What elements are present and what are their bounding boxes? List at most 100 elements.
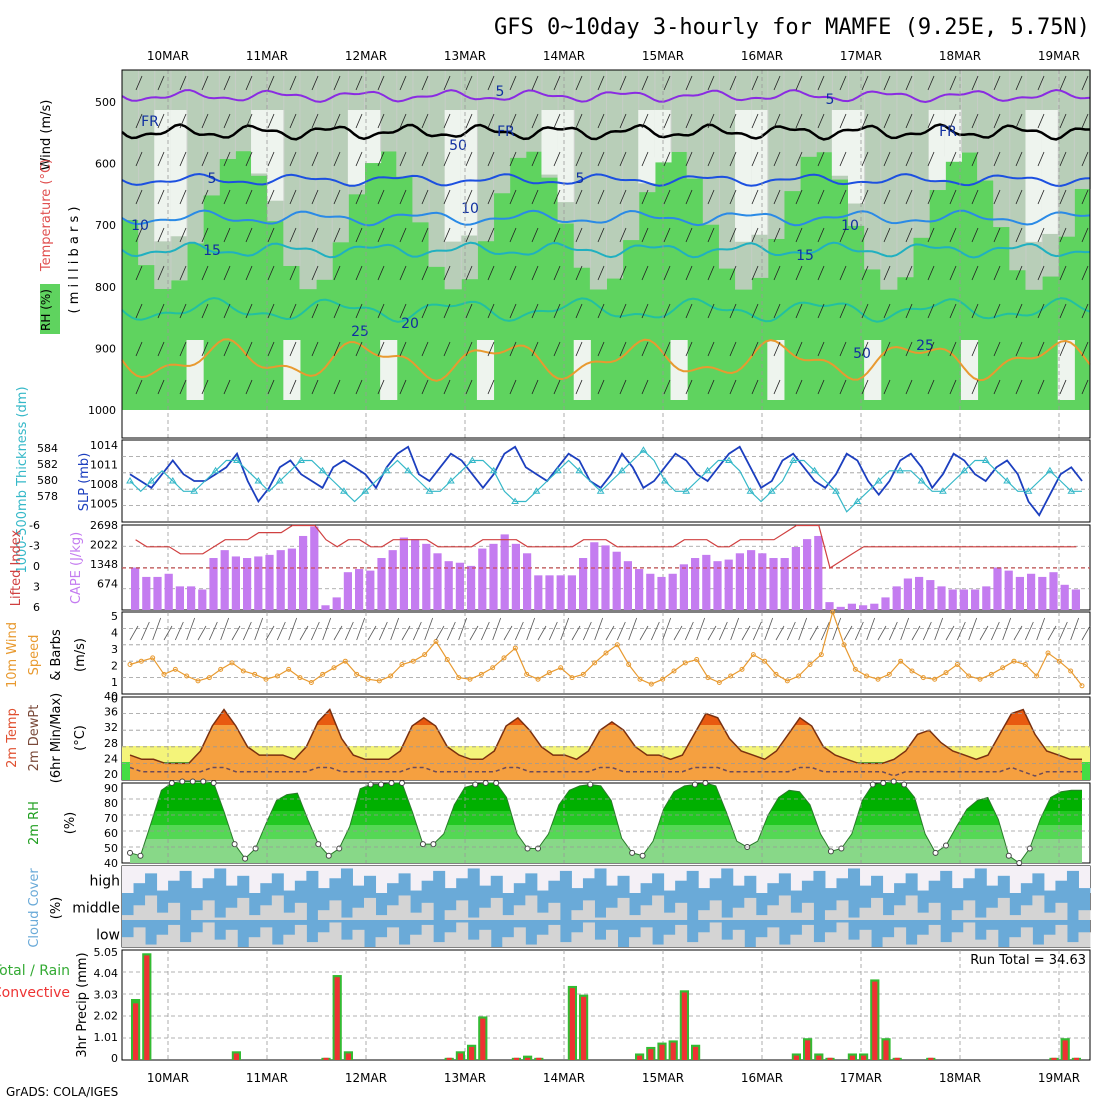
wind-barb <box>179 379 187 395</box>
wind-barb <box>685 189 693 205</box>
wind-speed-point <box>773 671 779 677</box>
wind-barb <box>135 75 143 91</box>
wind-barb <box>971 227 979 243</box>
surface-wind-barb <box>242 621 252 641</box>
wind-barb <box>465 151 473 167</box>
cape-bar <box>668 573 677 610</box>
cloud-bar <box>606 929 619 947</box>
precip-conv-bar <box>928 1057 934 1060</box>
surface-wind-barb <box>922 621 932 641</box>
slp-tick-label: 1011 <box>90 459 118 472</box>
surface-wind-barb <box>673 625 683 641</box>
precip-conv-bar <box>793 1055 799 1060</box>
rh-point <box>430 841 437 848</box>
cloud-bar <box>917 934 930 947</box>
surface-wind-barb <box>310 621 320 641</box>
cape-bar <box>959 589 968 610</box>
wind-barb <box>795 113 803 129</box>
surface-wind-barb <box>752 621 762 641</box>
rh-gray-region <box>1057 70 1075 237</box>
surface-wind-barb <box>888 621 898 641</box>
cape-bar <box>847 603 856 610</box>
cloud-bar <box>686 870 699 893</box>
wind-barb <box>641 341 649 357</box>
cloud-bar <box>168 924 181 947</box>
thickness-marker <box>767 487 776 494</box>
rh-point <box>493 780 500 786</box>
cloud-bar <box>790 890 803 893</box>
cloud-level-label: low <box>96 928 120 944</box>
wind-barb <box>883 75 891 91</box>
surface-wind-barb <box>877 625 887 641</box>
cape-bar <box>892 586 901 610</box>
cloud-bar <box>606 885 619 893</box>
cloud-bar <box>133 905 146 920</box>
cloud-bar <box>640 883 653 893</box>
surface-wind-barb <box>1058 621 1068 641</box>
cloud-bar <box>778 873 791 893</box>
wind-barb <box>905 75 913 91</box>
cloud-bar <box>744 897 757 920</box>
wind-speed-point <box>648 681 654 687</box>
cape-axis-label: CAPE (J/kg) <box>69 532 84 604</box>
wind-barb <box>707 303 715 319</box>
cloud-bar <box>513 905 526 920</box>
lifted-tick-label: -3 <box>29 540 40 553</box>
surface-wind-barb <box>220 617 230 641</box>
wind-barb <box>1081 341 1089 357</box>
wind-barb <box>949 75 957 91</box>
wind-barb <box>1015 303 1023 319</box>
thickness-marker <box>896 466 905 474</box>
thickness-marker <box>318 466 327 474</box>
wind-barb <box>223 379 231 395</box>
wind-barb <box>245 303 253 319</box>
rh-light-region <box>848 110 866 204</box>
wind-barb <box>553 227 561 243</box>
wind-barb <box>267 189 275 205</box>
cloud-bar <box>214 939 227 947</box>
wind-barb <box>223 151 231 167</box>
rh-point <box>189 778 196 785</box>
cloud-bar <box>283 934 296 947</box>
thickness-marker <box>939 487 947 494</box>
surface-wind-barb <box>367 625 377 641</box>
cloud-bar <box>721 868 734 893</box>
cloud-bar <box>317 910 330 920</box>
cloud-bar <box>824 932 837 947</box>
wind-barb <box>971 151 979 167</box>
thickness-marker <box>981 456 990 463</box>
wind-barb <box>487 75 495 91</box>
wind-barb <box>223 227 231 243</box>
chart-title: GFS 0~10day 3-hourly for MAMFE (9.25E, 5… <box>494 15 1090 40</box>
wind-barb <box>729 265 737 281</box>
precip-conv-bar <box>849 1055 855 1060</box>
wind-barb <box>179 75 187 91</box>
surface-wind-barb <box>1002 617 1012 641</box>
cape-bar <box>220 550 229 610</box>
cape-bar <box>489 543 498 610</box>
cloud-bar <box>364 897 377 920</box>
wind-barb <box>1015 379 1023 395</box>
thickness-marker <box>575 466 584 474</box>
cloud-bar <box>721 917 734 920</box>
wind-barb <box>861 303 869 319</box>
wind-barb <box>751 113 759 129</box>
rh-light-region <box>573 340 591 400</box>
wind-barb <box>1015 75 1023 91</box>
cloud-bar <box>675 902 688 920</box>
rh-gray-region <box>670 70 688 152</box>
thickness-marker <box>147 477 156 484</box>
cloud-bar <box>617 875 630 893</box>
wind-barb <box>201 265 209 281</box>
wind-speed-point <box>354 671 360 677</box>
wind-barb <box>1037 151 1045 167</box>
wind-barb <box>531 113 539 129</box>
cloud-bar <box>594 939 607 947</box>
wind-axis-label: Wind (m/s) <box>39 100 54 171</box>
cape-bar <box>1060 584 1069 610</box>
thickness-marker <box>1046 466 1054 474</box>
cloud-bar <box>848 868 861 893</box>
cloud-bar <box>594 868 607 893</box>
wind-barb <box>993 303 1001 319</box>
cloud-bar <box>525 895 538 920</box>
